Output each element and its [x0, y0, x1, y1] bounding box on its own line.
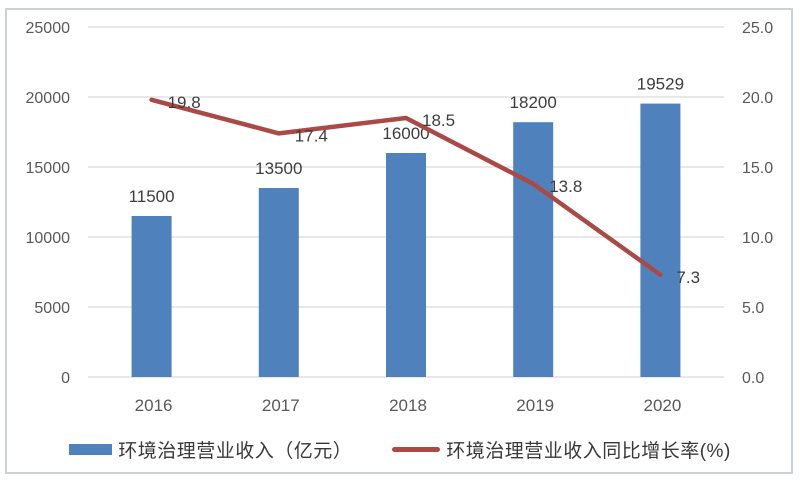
bar-label-2017: 13500 — [255, 159, 302, 178]
right-axis-tick-5.0: 5.0 — [742, 300, 764, 317]
left-axis-tick-20000: 20000 — [26, 90, 71, 107]
left-axis-tick-0: 0 — [61, 370, 70, 387]
legend-line-label: 环境治理营业收入同比增长率(%) — [446, 440, 731, 462]
legend-item-growth: 环境治理营业收入同比增长率(%) — [392, 436, 731, 463]
bar-2019 — [513, 122, 554, 377]
growth-line — [149, 97, 663, 278]
line-label-2020: 7.3 — [676, 268, 700, 287]
bar-label-2019: 18200 — [510, 93, 557, 112]
x-axis-label-2017: 2017 — [262, 396, 300, 415]
line-label-2017: 17.4 — [295, 126, 328, 145]
right-axis-tick-25.0: 25.0 — [742, 20, 773, 37]
left-axis-tick-10000: 10000 — [26, 230, 71, 247]
right-axis-tick-15.0: 15.0 — [742, 160, 773, 177]
legend-item-revenue: 环境治理营业收入（亿元） — [69, 436, 352, 463]
bar-label-2018: 16000 — [382, 124, 429, 143]
x-axis-label-2020: 2020 — [643, 396, 681, 415]
x-axis-label-2016: 2016 — [135, 396, 173, 415]
right-axis-tick-0.0: 0.0 — [742, 370, 764, 387]
line-label-2019: 13.8 — [549, 177, 582, 196]
legend-bar-label: 环境治理营业收入（亿元） — [118, 440, 353, 462]
bar-2018 — [386, 153, 426, 377]
left-axis-tick-15000: 15000 — [26, 160, 71, 177]
line-label-2016: 19.8 — [168, 93, 201, 112]
right-axis-tick-20.0: 20.0 — [742, 90, 773, 107]
bar-label-2020: 19529 — [637, 75, 684, 94]
bar-2017 — [258, 188, 299, 377]
line-label-2018: 18.5 — [422, 111, 455, 130]
bar-2020 — [640, 103, 681, 378]
bar-2016 — [131, 216, 172, 377]
bar-label-2016: 11500 — [129, 187, 175, 206]
left-axis-tick-25000: 25000 — [26, 20, 71, 37]
legend-bar-swatch — [69, 443, 113, 455]
x-axis-label-2019: 2019 — [516, 396, 554, 415]
legend-line-swatch — [392, 446, 441, 452]
right-axis-tick-10.0: 10.0 — [742, 230, 773, 247]
x-axis-label-2018: 2018 — [389, 396, 427, 415]
legend: 环境治理营业收入（亿元） 环境治理营业收入同比增长率(%) — [0, 436, 800, 462]
left-axis-tick-5000: 5000 — [34, 300, 70, 317]
